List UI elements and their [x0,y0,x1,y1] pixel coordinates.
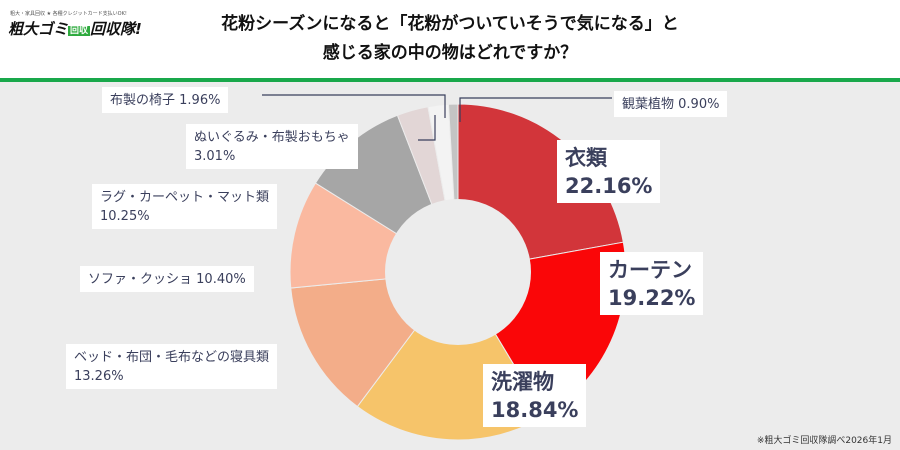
slice-value-5: 10.25% [100,209,150,224]
logo-name-tail: 回収隊! [90,20,142,38]
chart-title: 花粉シーズンになると「花粉がついていそうで気になる」と 感じる家の中の物はどれで… [130,10,770,68]
slice-label-3: ベッド・布団・毛布などの寝具類 13.26% [66,344,278,389]
slice-name-0: 衣類 [565,146,607,170]
chart-title-line-2: 感じる家の中の物はどれですか？ [322,43,578,63]
slice-name-6: ぬいぐるみ・布製おもちゃ [194,130,350,145]
logo-badge: 回収 [68,26,91,36]
slice-label-4: ソファ・クッショ 10.40% [80,266,254,292]
slice-label-6: ぬいぐるみ・布製おもちゃ 3.01% [186,124,358,169]
leader-lines [262,94,612,141]
title-divider [0,78,900,82]
slice-name-3: ベッド・布団・毛布などの寝具類 [74,350,270,365]
slice-value-0: 22.16% [565,174,653,198]
leader-line-6 [418,115,436,141]
slice-value-3: 13.26% [74,369,124,384]
slice-name-8: 観葉植物 [622,97,675,112]
chart-title-line-1: 花粉シーズンになると「花粉がついていそうで気になる」と [221,14,679,34]
slice-value-6: 3.01% [194,149,236,164]
slice-value-4: 10.40% [196,272,246,287]
slice-label-2: 洗濯物 18.84% [483,364,587,427]
brand-logo: 粗大・家具回収 ★ 各種クレジットカード支払いOK! 粗大ゴミ 回収 回収隊! [6,6,142,44]
logo-tagline: 粗大・家具回収 ★ 各種クレジットカード支払いOK! [10,11,127,17]
slice-name-4: ソファ・クッショ [88,272,193,287]
leader-line-8 [459,97,612,122]
slice-name-5: ラグ・カーペット・マット類 [100,190,270,205]
source-footnote: ※粗大ゴミ回収隊調べ2026年1月 [756,436,892,446]
slice-value-7: 1.96% [179,93,221,108]
logo-wordmark: 粗大ゴミ 回収 回収隊! [8,18,142,39]
slice-value-1: 19.22% [608,286,696,310]
slice-label-0: 衣類 22.16% [557,140,661,203]
leader-line-7 [262,94,446,118]
slice-name-1: カーテン [608,258,692,282]
slice-label-7: 布製の椅子 1.96% [102,87,229,113]
slice-label-8: 観葉植物 0.90% [614,91,728,117]
slice-name-2: 洗濯物 [491,370,554,394]
slice-name-7: 布製の椅子 [110,93,176,108]
logo-name: 粗大ゴミ [8,20,69,38]
title-bar: 粗大・家具回収 ★ 各種クレジットカード支払いOK! 粗大ゴミ 回収 回収隊! 花粉… [0,0,900,80]
slice-label-5: ラグ・カーペット・マット類 10.25% [92,184,278,229]
slice-value-8: 0.90% [678,97,720,112]
donut-hole [385,199,531,345]
slice-label-1: カーテン 19.22% [600,252,704,315]
slice-value-2: 18.84% [491,398,579,422]
